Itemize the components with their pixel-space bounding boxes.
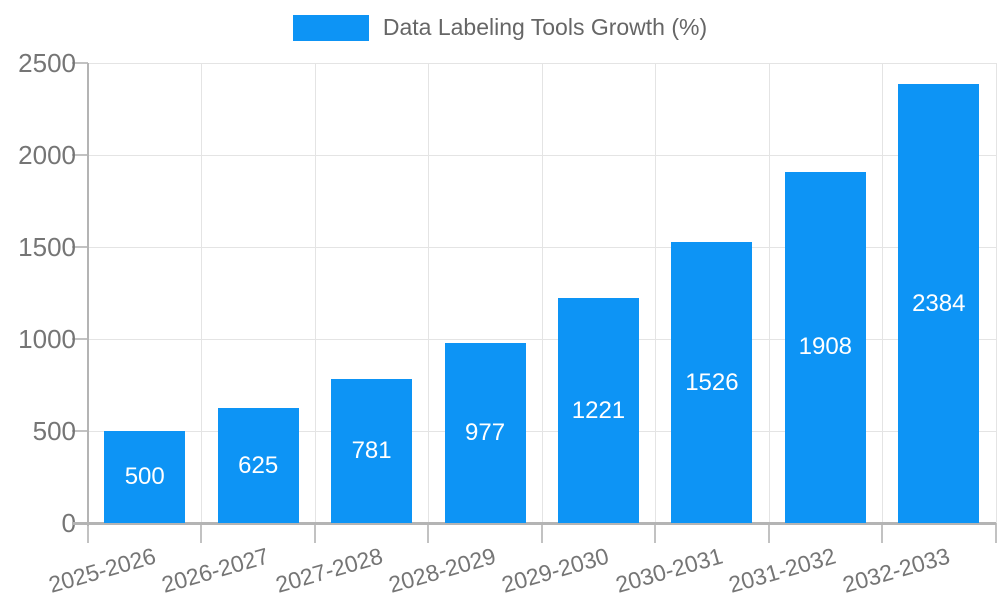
x-tick-mark (200, 523, 203, 543)
x-tick-mark (994, 523, 997, 543)
bar-2027-2028[interactable]: 781 (331, 379, 413, 523)
gridline-vertical (201, 63, 203, 523)
y-tick-mark (72, 246, 88, 248)
legend-label: Data Labeling Tools Growth (%) (382, 14, 708, 40)
y-tick-label: 1000 (18, 324, 76, 354)
x-tick-mark (540, 523, 543, 543)
bar-value-label: 1908 (798, 333, 853, 361)
x-tick-label: 2032-2033 (839, 542, 953, 598)
bar-value-label: 500 (124, 463, 165, 490)
y-tick-label: 2500 (18, 48, 76, 78)
chart-legend: Data Labeling Tools Growth (%) (0, 14, 1000, 41)
bar-value-label: 2384 (912, 289, 966, 317)
bar-2028-2029[interactable]: 977 (444, 343, 526, 523)
y-tick-label: 1500 (18, 232, 76, 262)
bar-2031-2032[interactable]: 1908 (784, 171, 866, 523)
y-tick-mark (72, 62, 88, 64)
y-tick-label: 500 (32, 416, 76, 446)
gridline-vertical (541, 63, 543, 523)
x-tick-label: 2031-2032 (726, 542, 839, 598)
bar-value-label: 977 (465, 419, 506, 447)
legend-swatch[interactable] (292, 14, 369, 41)
x-tick-label: 2028-2029 (385, 542, 499, 598)
y-axis-line (87, 63, 89, 526)
x-tick-mark (767, 523, 770, 543)
y-tick-label: 0 (61, 508, 76, 538)
x-tick-mark (654, 523, 657, 543)
bar-2025-2026[interactable]: 500 (104, 431, 186, 523)
x-tick-label: 2027-2028 (272, 542, 386, 598)
bar-2030-2031[interactable]: 1526 (671, 242, 753, 523)
x-tick-mark (427, 523, 430, 543)
y-tick-label: 2000 (18, 140, 76, 170)
bar-value-label: 781 (351, 437, 392, 465)
gridline-vertical (655, 63, 657, 523)
gridline-vertical (882, 63, 884, 523)
x-tick-label: 2025-2026 (45, 542, 159, 598)
gridline-vertical (995, 63, 997, 523)
bar-value-label: 1221 (571, 396, 626, 424)
y-tick-mark (72, 154, 88, 156)
gridline-vertical (768, 63, 770, 523)
gridline-vertical (428, 63, 430, 523)
x-tick-mark (87, 523, 89, 543)
bar-value-label: 1526 (685, 368, 739, 396)
x-tick-label: 2026-2027 (158, 542, 272, 598)
gridline-vertical (314, 63, 316, 523)
bar-2029-2030[interactable]: 1221 (557, 298, 639, 523)
x-tick-label: 2030-2031 (612, 542, 726, 598)
bar-value-label: 625 (238, 451, 279, 479)
x-tick-label: 2029-2030 (499, 542, 613, 598)
x-tick-mark (881, 523, 884, 543)
y-tick-mark (72, 430, 88, 432)
bar-2032-2033[interactable]: 2384 (898, 84, 980, 523)
bar-2026-2027[interactable]: 625 (217, 408, 299, 523)
y-tick-mark (72, 338, 88, 340)
x-tick-mark (313, 523, 316, 543)
x-axis-line (72, 522, 996, 525)
